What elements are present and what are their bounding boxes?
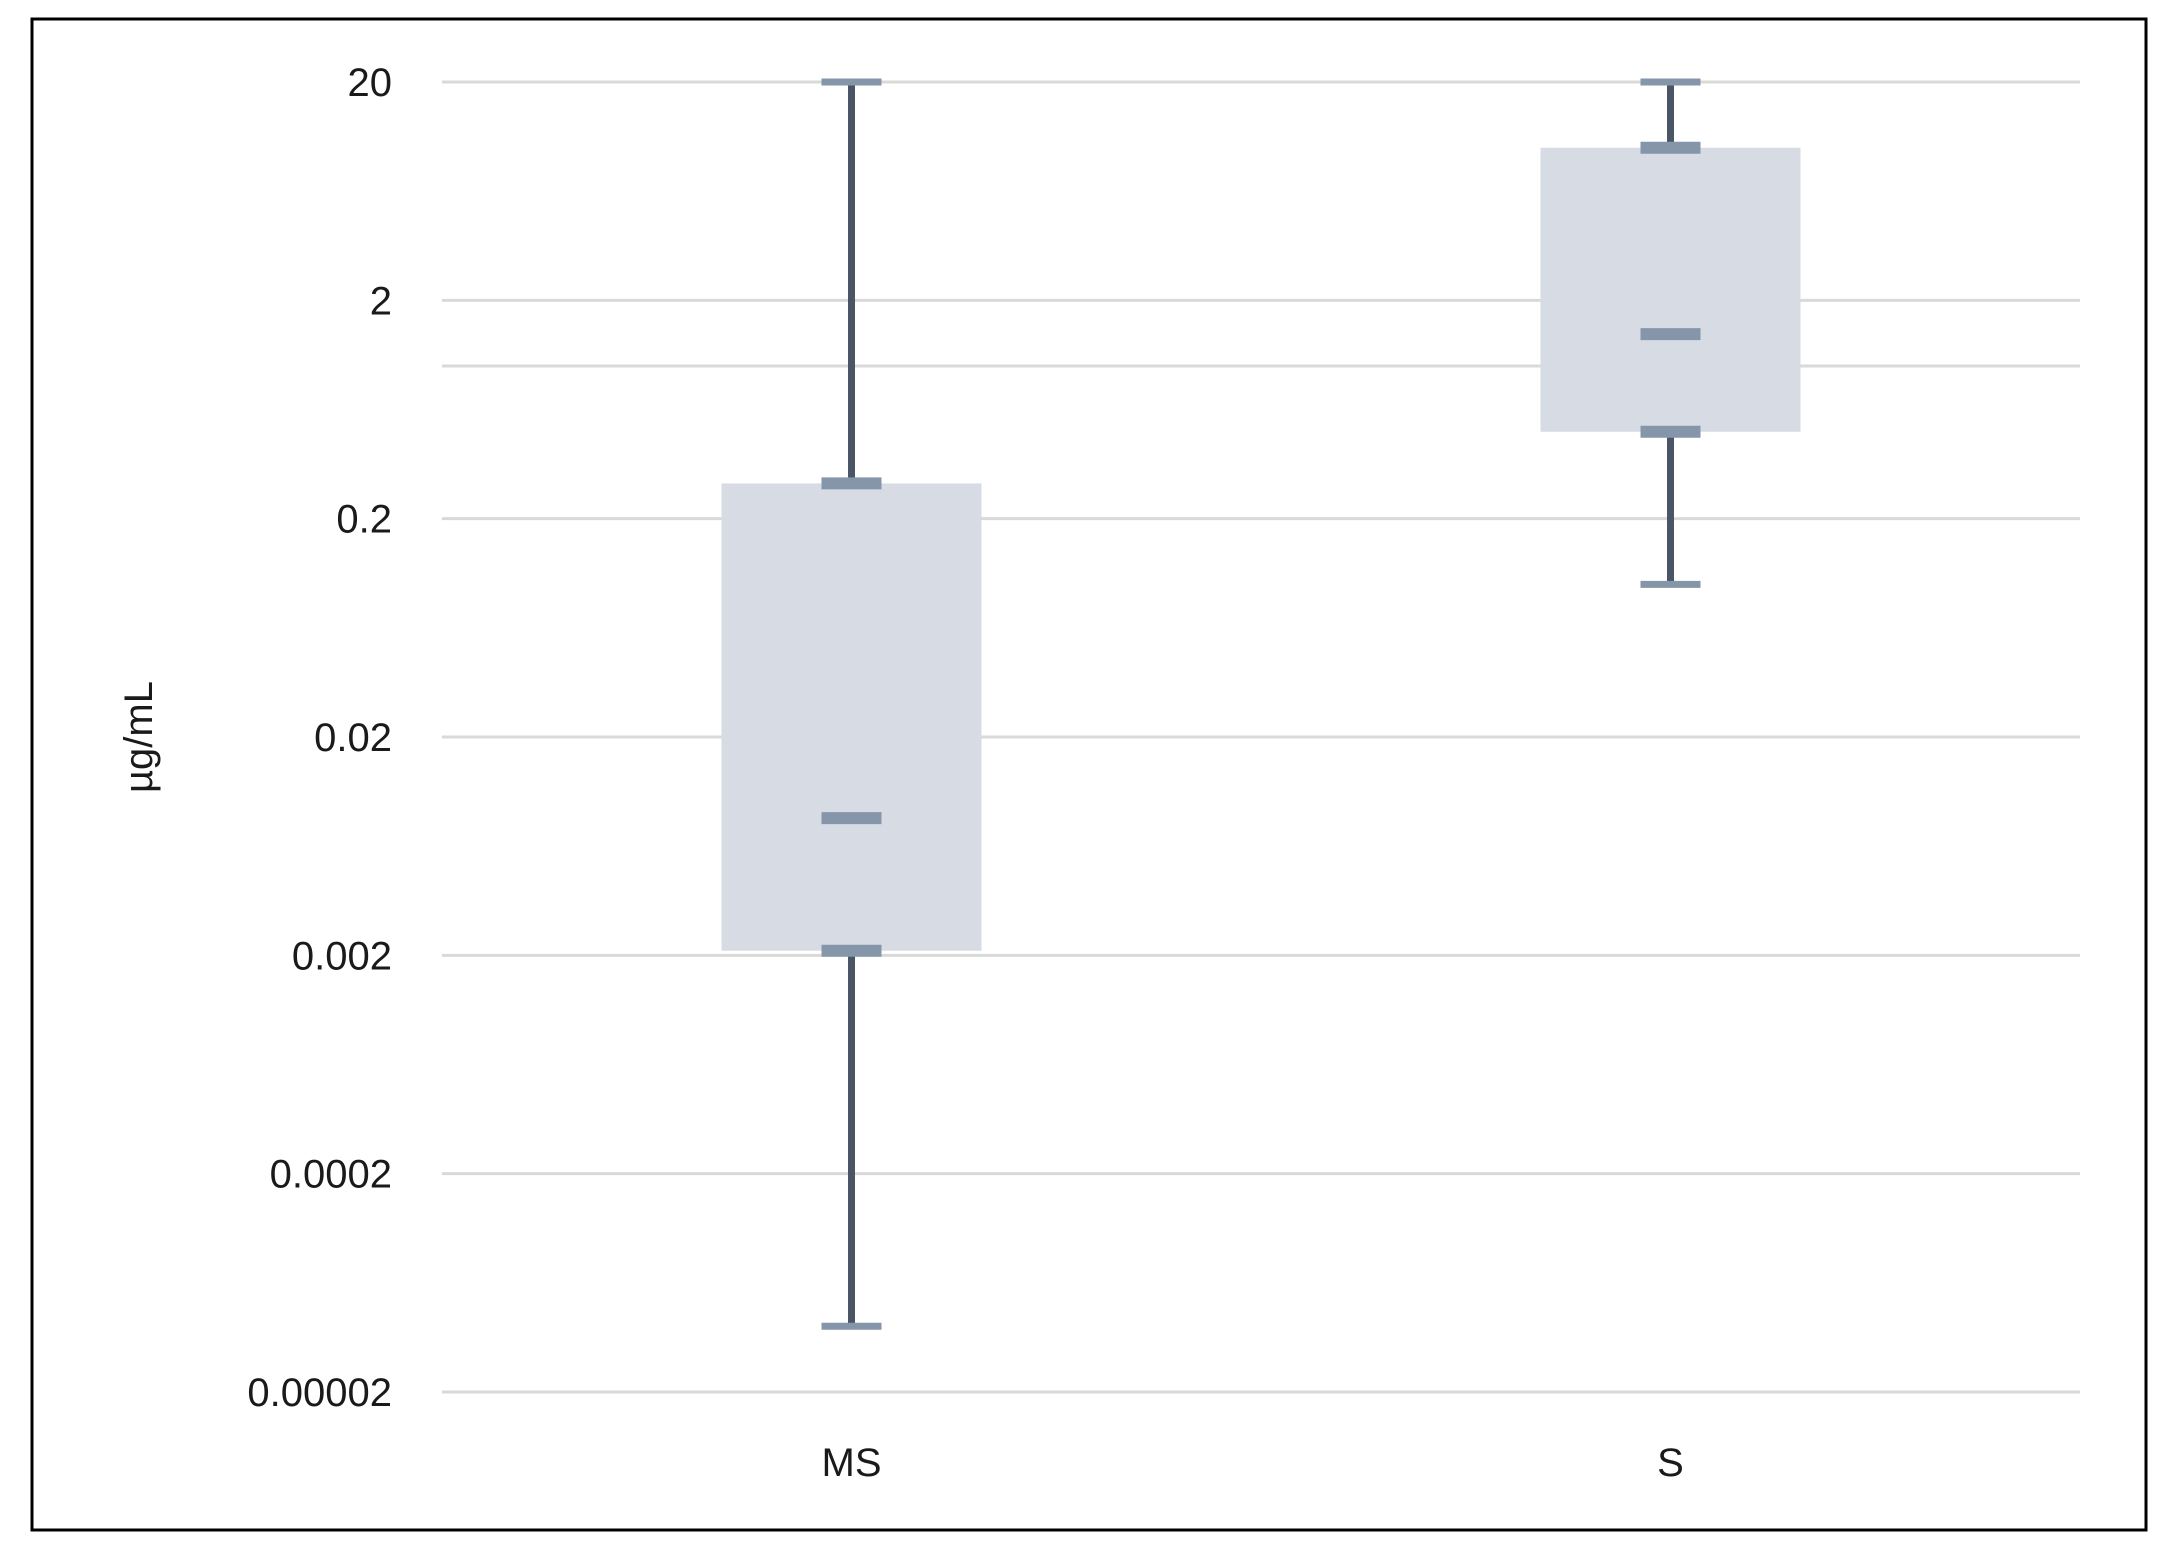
y-tick-label: 0.2 [336,498,392,542]
y-axis-title: µg/mL [117,681,161,793]
y-tick-label: 0.002 [292,934,392,978]
x-axis-categories: MS S [822,1441,1684,1485]
y-axis-ticks: 0.00002 0.0002 0.002 0.02 0.2 2 20 [247,61,392,1415]
box-s [1540,78,1801,588]
x-category-label: S [1657,1441,1684,1485]
y-tick-label: 0.0002 [270,1153,392,1197]
y-tick-label: 0.00002 [247,1371,392,1415]
y-tick-label: 2 [370,279,392,323]
box-plots [721,78,1801,1330]
chart-frame [30,17,2148,1532]
box-ms [721,78,982,1330]
y-tick-label: 0.02 [314,716,392,760]
box-body [721,483,982,951]
gridlines [442,80,2080,1394]
x-category-label: MS [822,1441,882,1485]
y-tick-label: 20 [348,61,393,105]
box-body [1540,147,1801,432]
